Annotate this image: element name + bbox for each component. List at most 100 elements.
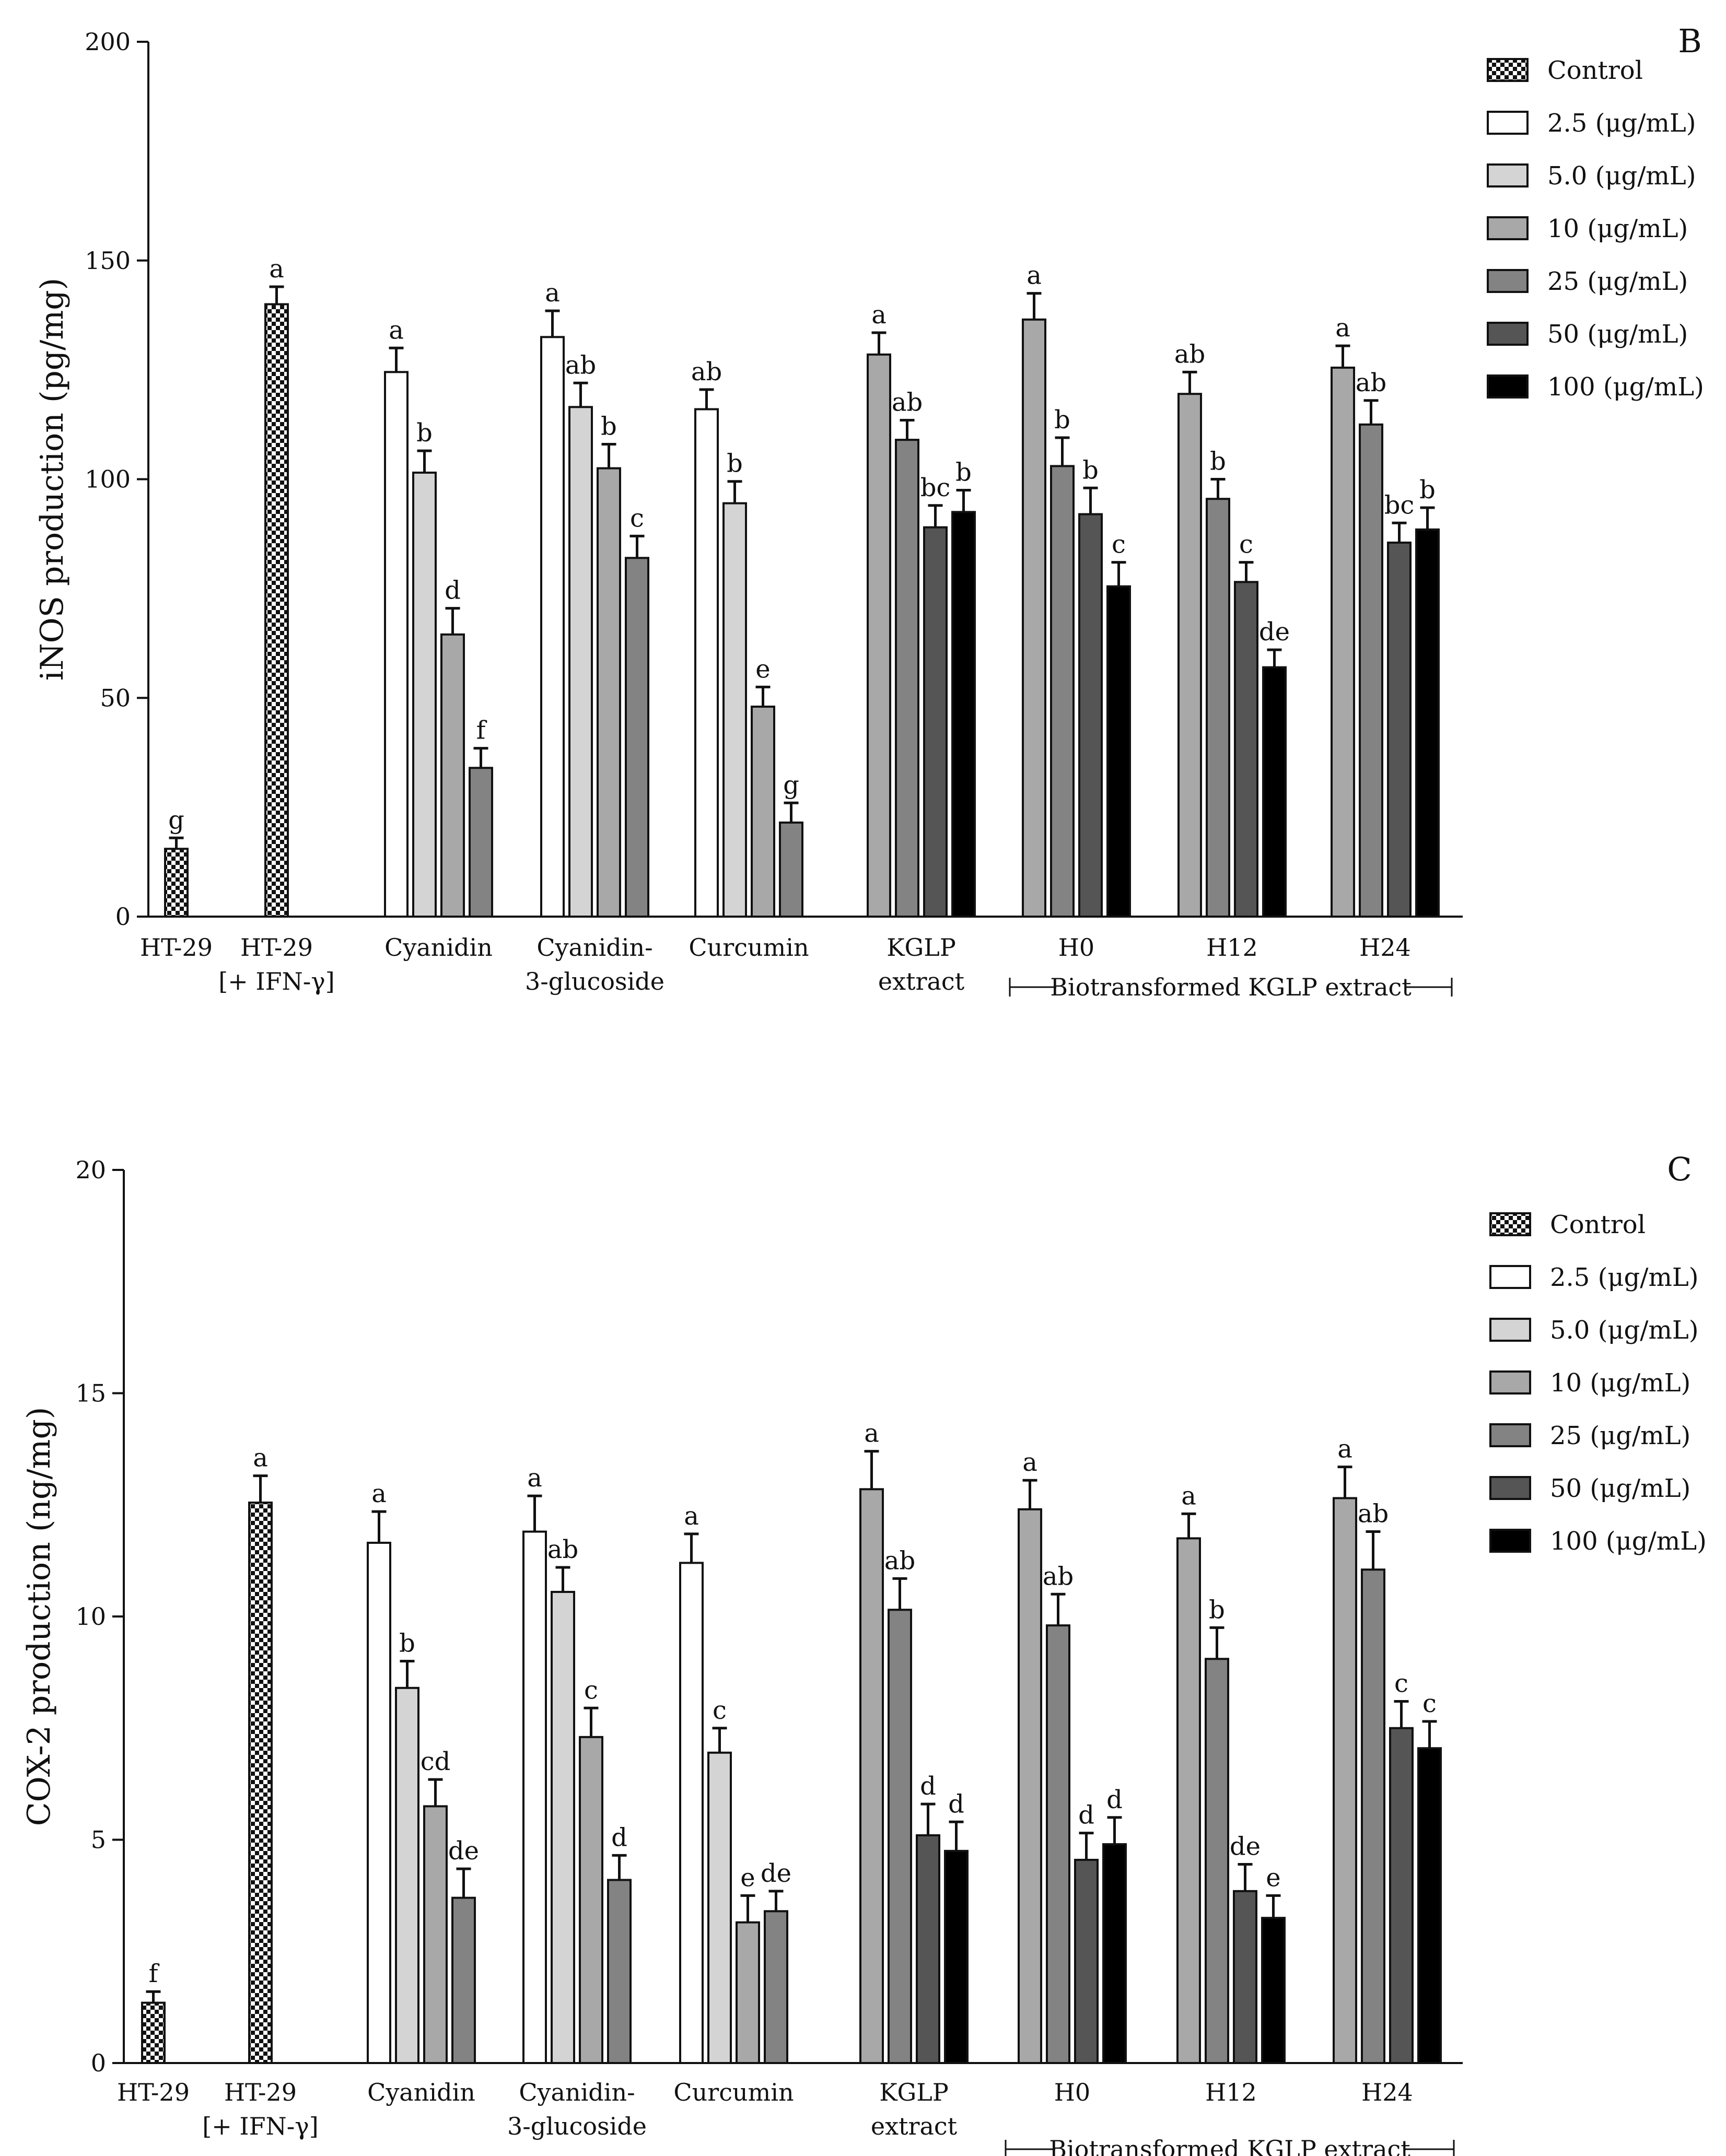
bar bbox=[551, 1590, 575, 2065]
significance-letter: bc bbox=[920, 473, 951, 502]
significance-letter: g bbox=[783, 770, 799, 800]
bar bbox=[1106, 585, 1131, 918]
bar bbox=[423, 1805, 448, 2064]
bar bbox=[707, 1751, 732, 2064]
x-category-label: H12 bbox=[1205, 2078, 1257, 2106]
x-category-label: H24 bbox=[1361, 2078, 1413, 2106]
legend-label: 100 (μg/mL) bbox=[1547, 372, 1704, 402]
significance-letter: a bbox=[1335, 313, 1350, 343]
bar bbox=[367, 1541, 391, 2065]
significance-letter: b bbox=[1054, 405, 1070, 435]
bar bbox=[1234, 581, 1258, 918]
bar bbox=[395, 1686, 419, 2065]
bar bbox=[916, 1834, 940, 2064]
bar bbox=[1206, 498, 1230, 918]
significance-letter: a bbox=[389, 315, 404, 345]
significance-letter: d bbox=[920, 1772, 936, 1801]
x-category-label: KGLP bbox=[887, 933, 956, 962]
significance-letter: d bbox=[445, 576, 461, 605]
significance-letter: c bbox=[1394, 1669, 1408, 1698]
legend-swatch bbox=[1487, 58, 1529, 82]
bar bbox=[1205, 1658, 1229, 2065]
bar bbox=[264, 303, 289, 918]
significance-letter: b bbox=[1209, 1595, 1225, 1624]
x-category-label: H0 bbox=[1054, 2078, 1090, 2106]
significance-letter: a bbox=[545, 278, 560, 308]
legend-swatch bbox=[1489, 1529, 1531, 1553]
bar bbox=[1074, 1858, 1099, 2065]
bar bbox=[1050, 465, 1075, 918]
legend-label: 5.0 (μg/mL) bbox=[1550, 1316, 1699, 1345]
bar bbox=[722, 502, 747, 918]
legend-swatch bbox=[1489, 1476, 1531, 1500]
bar bbox=[1018, 1508, 1042, 2064]
significance-letter: d bbox=[1106, 1785, 1123, 1814]
bar bbox=[1415, 528, 1440, 918]
x-category-label: HT-29 bbox=[240, 933, 313, 962]
legend-label: Control bbox=[1550, 1210, 1646, 1239]
significance-letter: e bbox=[740, 1863, 755, 1892]
x-category-label: extract bbox=[878, 967, 965, 995]
legend: Control 2.5 (μg/mL) 5.0 (μg/mL) 10 (μg/mL) 2… bbox=[1489, 1210, 1707, 1556]
bracket-label: Biotransformed KGLP extract bbox=[1049, 2135, 1410, 2156]
y-tick-label: 10 bbox=[75, 1602, 106, 1631]
bar bbox=[1046, 1624, 1070, 2065]
legend-swatch bbox=[1489, 1423, 1531, 1447]
bar bbox=[779, 821, 803, 918]
bar bbox=[694, 408, 719, 918]
significance-letter: c bbox=[630, 503, 644, 533]
bar bbox=[141, 2001, 166, 2064]
bar bbox=[895, 439, 919, 918]
significance-letter: ab bbox=[892, 388, 923, 417]
x-category-label: Cyanidin bbox=[367, 2078, 475, 2106]
significance-letter: a bbox=[1027, 261, 1042, 290]
bar bbox=[412, 471, 437, 918]
bar bbox=[1387, 541, 1412, 918]
significance-letter: d bbox=[611, 1823, 627, 1852]
legend-label: 10 (μg/mL) bbox=[1547, 214, 1688, 243]
legend-label: 25 (μg/mL) bbox=[1550, 1421, 1690, 1450]
significance-letter: a bbox=[371, 1479, 387, 1508]
bar bbox=[540, 336, 565, 918]
bar bbox=[859, 1488, 884, 2064]
bar bbox=[597, 467, 621, 918]
y-tick-label: 5 bbox=[91, 1826, 106, 1854]
significance-letter: a bbox=[864, 1419, 879, 1448]
x-category-label: H0 bbox=[1058, 933, 1094, 962]
significance-letter: a bbox=[684, 1502, 699, 1531]
panel-letter: B bbox=[1678, 22, 1702, 60]
y-tick-label: 15 bbox=[75, 1379, 106, 1408]
legend-label: 2.5 (μg/mL) bbox=[1550, 1263, 1699, 1292]
legend-label: Control bbox=[1547, 56, 1643, 85]
legend-swatch bbox=[1487, 163, 1529, 188]
panel-letter: C bbox=[1667, 1150, 1692, 1188]
bar bbox=[1359, 423, 1383, 918]
significance-letter: g bbox=[168, 805, 184, 835]
bar bbox=[625, 557, 649, 918]
bar bbox=[1333, 1497, 1357, 2064]
significance-letter: b bbox=[1210, 447, 1226, 476]
significance-letter: d bbox=[1078, 1801, 1094, 1830]
significance-letter: a bbox=[253, 1444, 268, 1473]
x-category-label: Cyanidin- bbox=[537, 933, 652, 962]
bar bbox=[951, 511, 976, 918]
significance-letter: b bbox=[1419, 475, 1436, 505]
bar bbox=[751, 706, 775, 918]
x-category-label: HT-29 bbox=[224, 2078, 297, 2106]
x-category-label: extract bbox=[871, 2112, 958, 2140]
bar bbox=[248, 1501, 273, 2065]
bar bbox=[679, 1562, 704, 2064]
significance-letter: ab bbox=[565, 350, 596, 380]
bar bbox=[944, 1849, 969, 2064]
y-tick-label: 150 bbox=[85, 247, 131, 275]
x-category-label: Cyanidin- bbox=[519, 2078, 635, 2106]
x-category-label: 3-glucoside bbox=[507, 2112, 647, 2140]
x-category-label: [+ IFN-γ] bbox=[218, 967, 334, 995]
bar bbox=[1176, 1537, 1201, 2064]
significance-letter: a bbox=[1022, 1448, 1037, 1477]
x-category-label: Curcumin bbox=[673, 2078, 794, 2106]
significance-letter: bc bbox=[1384, 490, 1415, 520]
legend-swatch bbox=[1487, 269, 1529, 293]
bar bbox=[579, 1736, 603, 2065]
x-category-label: KGLP bbox=[879, 2078, 949, 2106]
